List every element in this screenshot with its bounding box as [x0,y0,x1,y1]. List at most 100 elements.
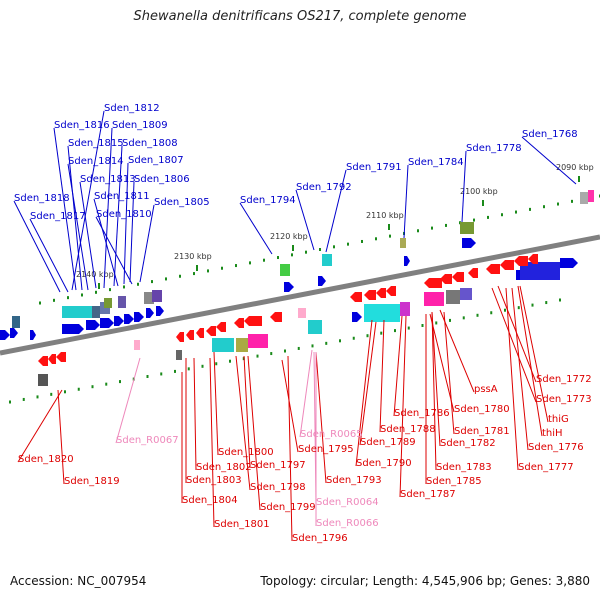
gene-box [118,296,126,308]
gene-label: Sden_1796 [292,533,348,544]
gene-label: Sden_1800 [218,447,274,458]
tick-dot [123,285,125,289]
tick-dot [207,269,209,273]
tick-dot [490,311,493,315]
gene-box [152,290,162,302]
gene-label: Sden_1803 [186,475,242,486]
leader-line [247,355,261,511]
tick-dot [146,375,149,378]
gene-arrow [424,278,442,288]
gene-arrow [244,316,262,326]
leader-line [295,189,315,251]
gene-label: Sden_1810 [96,209,152,220]
gene-arrow [364,290,376,300]
tick-dot [380,331,383,335]
gene-label: Sden_1794 [240,195,296,206]
tick-dot [160,372,163,376]
leader-line [123,162,129,285]
genome-summary: Topology: circular; Length: 4,545,906 bp… [260,574,590,588]
kbp-tick-mark [98,283,100,289]
tick-dot [571,199,573,203]
tick-dot [174,369,176,373]
gene-arrow [10,328,18,338]
gene-label: Sden_1772 [536,374,592,385]
tick-dot [9,400,11,404]
gene-box [280,264,290,276]
tick-dot [347,242,349,246]
tick-dot [229,359,231,363]
gene-box [176,350,182,360]
kbp-tick-mark [292,245,294,251]
leader-line [403,164,409,239]
gene-label: Sden_1768 [522,129,578,140]
leader-line [521,136,577,185]
leader-line [239,202,273,255]
gene-label: Sden_1797 [250,460,306,471]
tick-dot [291,253,293,257]
gene-box [364,304,400,322]
kbp-tick-mark [578,176,580,182]
tick-dot [39,301,41,305]
gene-box [520,262,560,280]
gene-label: Sden_1782 [440,438,496,449]
tick-dot [501,213,503,217]
gene-arrow [528,254,538,264]
tick-dot [179,274,181,278]
gene-box [446,290,460,304]
gene-arrow [114,316,124,326]
gene-arrow [352,312,362,322]
gene-box [104,298,112,308]
tick-dot [319,248,321,251]
tick-dot [119,380,121,384]
gene-box [38,374,48,386]
tick-dot [201,364,204,368]
gene-label: Sden_1815 [68,138,124,149]
leader-line [139,204,155,283]
gene-label: Sden_1801 [214,519,270,530]
tick-dot [504,308,506,312]
gene-box [134,340,140,350]
tick-dot [531,303,534,307]
leader-line [491,287,537,403]
gene-label: Sden_1788 [380,424,436,435]
leader-line [431,311,441,447]
tick-dot [95,290,97,294]
gene-label: Sden_R0066 [316,518,379,529]
leader-line [115,357,141,444]
gene-label: Sden_1790 [356,458,412,469]
tick-dot [407,326,410,330]
tick-dot [366,334,369,338]
tick-dot [50,392,53,396]
tick-dot [284,349,286,353]
gene-arrow [468,268,478,278]
tick-dot [36,395,39,399]
gene-label: Sden_1777 [518,462,574,473]
genes [0,190,594,386]
gene-label: Sden_1795 [298,444,354,455]
gene-box [400,238,406,248]
gene-box [580,192,588,204]
gene-arrow [30,330,36,340]
gene-label: Sden_1804 [182,495,238,506]
leader-line [93,198,119,287]
tick-dot [67,296,69,300]
tick-dot [22,397,25,401]
tick-dot [487,215,489,219]
leader-line [399,315,407,498]
tick-dot [270,352,273,356]
leader-line [393,315,403,417]
kbp-tick-mark [196,265,198,271]
leader-line [95,216,133,285]
gene-label: Sden_1784 [408,157,464,168]
gene-box [62,306,92,318]
tick-dot [64,390,66,394]
gene-label: Sden_1799 [260,502,316,513]
tick-dot [559,298,561,302]
tick-dot [517,306,520,310]
gene-label: pssA [474,384,498,395]
gene-label: Sden_1778 [466,143,522,154]
gene-arrow [318,276,326,286]
leader-line [429,313,455,413]
tick-dot [333,245,335,249]
